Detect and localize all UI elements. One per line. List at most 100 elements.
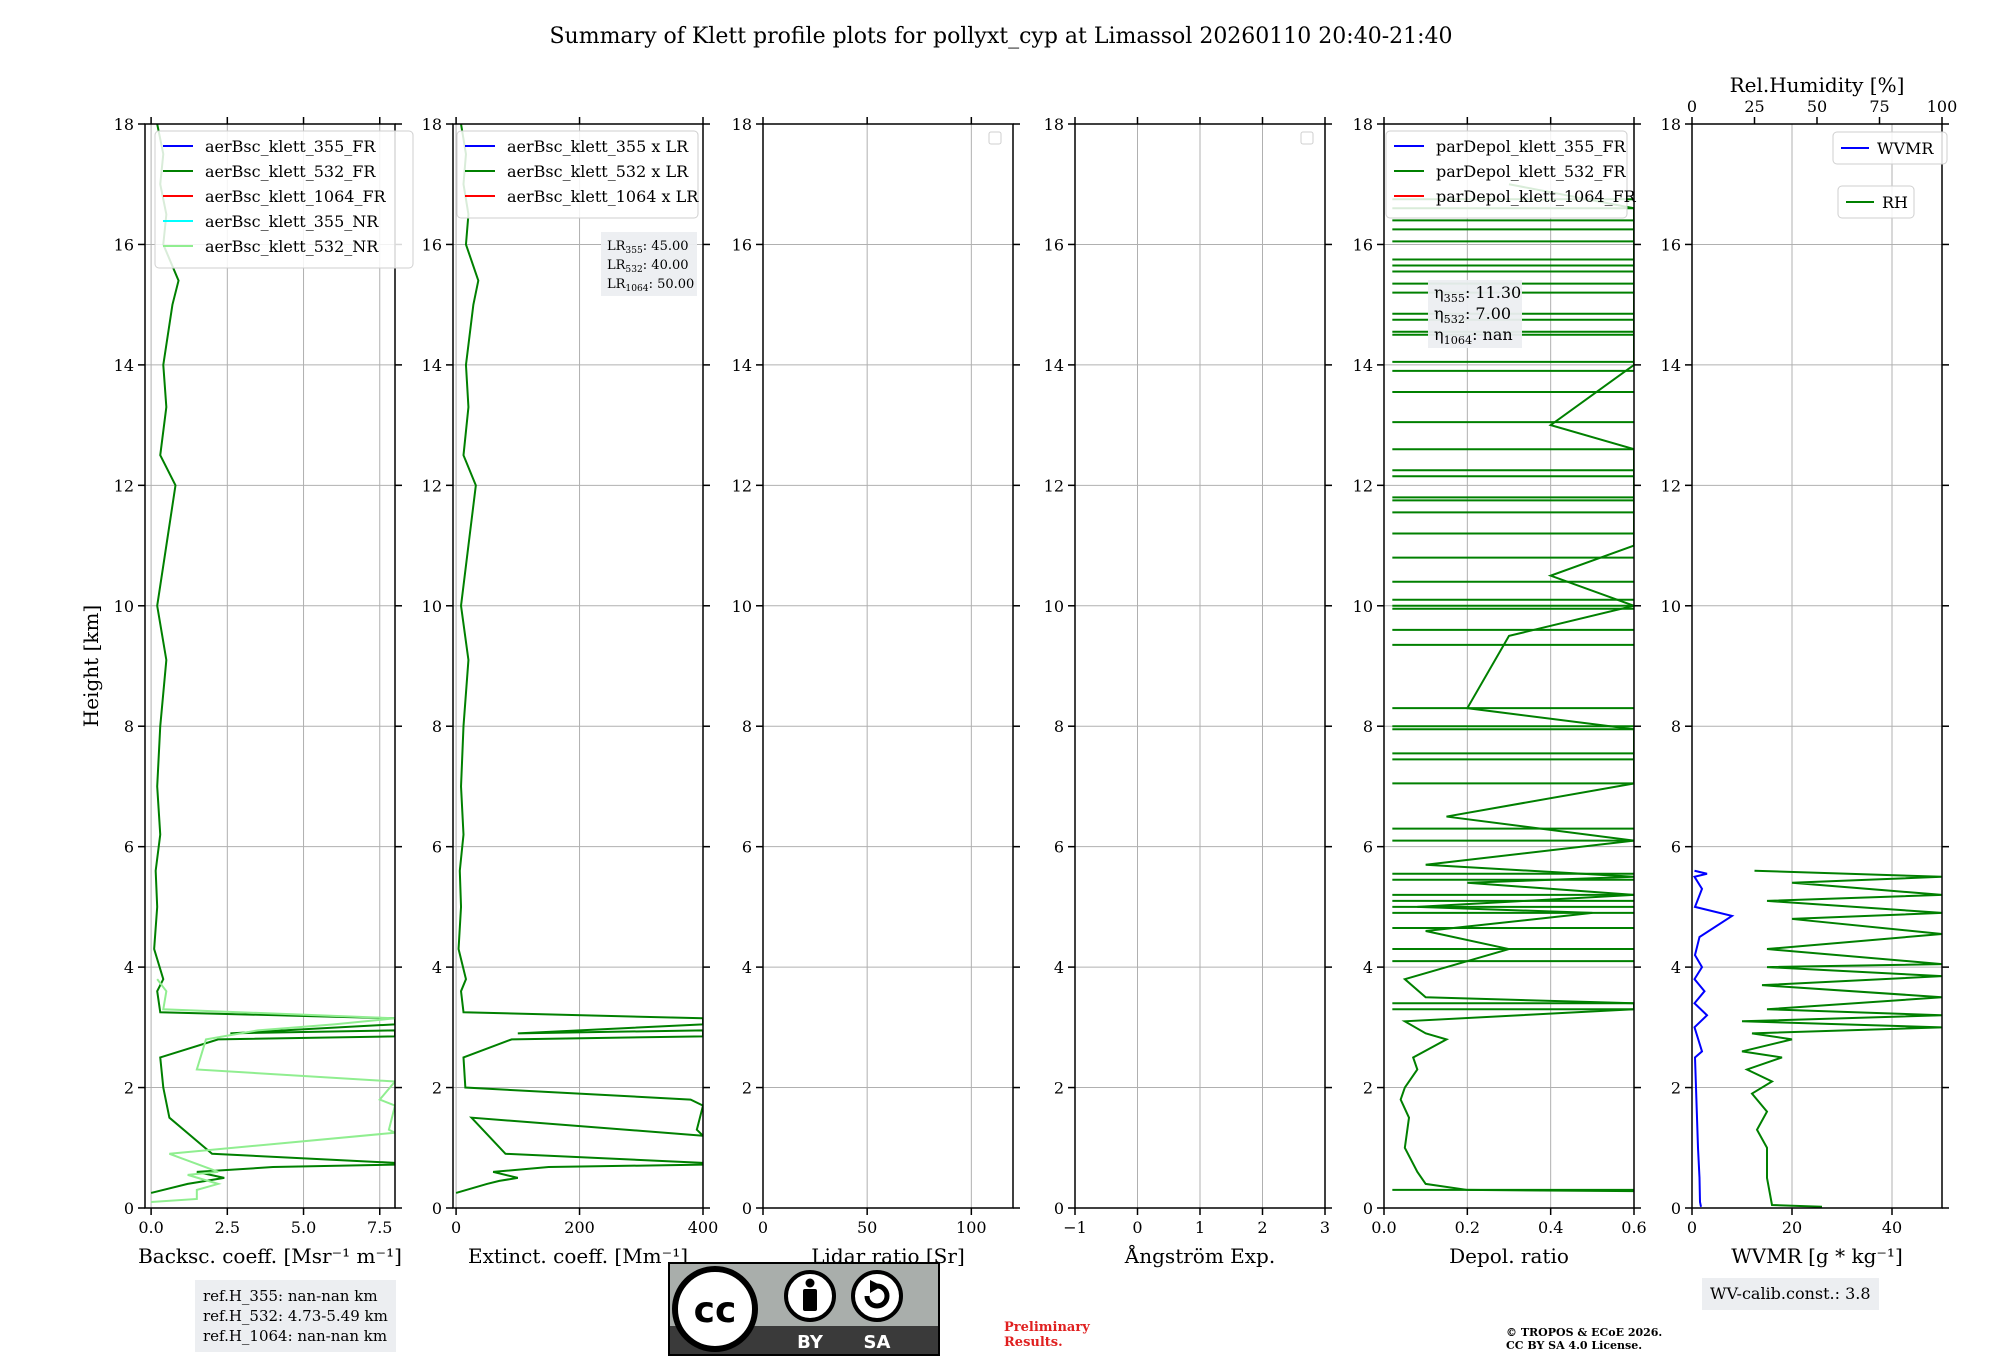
ytick-label: 18	[114, 115, 134, 134]
xtick-label: 0	[1687, 1218, 1697, 1237]
ytick-label: 2	[742, 1079, 752, 1098]
x-axis-label: Ångström Exp.	[1124, 1243, 1275, 1268]
xtick-label: 3	[1320, 1218, 1330, 1237]
ytick-label: 16	[422, 235, 442, 254]
ytick-label: 12	[1353, 476, 1373, 495]
preliminary-line-1: Preliminary	[1004, 1320, 1090, 1335]
top-xtick-label: 75	[1869, 97, 1889, 116]
ytick-label: 6	[1363, 838, 1373, 857]
copyright-note: © TROPOS & ECoE 2026. CC BY SA 4.0 Licen…	[1506, 1326, 1662, 1352]
ytick-label: 14	[422, 356, 442, 375]
ytick-label: 12	[1661, 476, 1681, 495]
xtick-label: 0.6	[1621, 1218, 1646, 1237]
ytick-label: 10	[114, 597, 134, 616]
panel-5: 0 2 4 6 8 10 12 14 16 18 0.0 0.2 0.4 0.6 Depol. ratio p…	[1353, 115, 1647, 1268]
ytick-label: 18	[1661, 115, 1681, 134]
xtick-label: −1	[1063, 1218, 1087, 1237]
ytick-label: 6	[1671, 838, 1681, 857]
ref-height-355: ref.H_355: nan-nan km	[203, 1287, 378, 1305]
eta-box-bg	[1428, 280, 1522, 348]
xtick-label: 2	[1257, 1218, 1267, 1237]
ytick-label: 0	[124, 1199, 134, 1218]
lidar-ratio-box-bg	[601, 232, 697, 296]
x-axis-label: Depol. ratio	[1449, 1244, 1569, 1268]
ytick-label: 4	[742, 958, 752, 977]
ytick-label: 8	[124, 717, 134, 736]
ytick-label: 16	[1353, 235, 1373, 254]
ytick-label: 14	[1661, 356, 1681, 375]
legend-label: aerBsc_klett_532_NR	[205, 237, 379, 256]
ytick-label: 8	[1671, 717, 1681, 736]
xtick-label: 50	[857, 1218, 877, 1237]
cc-license-icon: cc BY SA	[670, 1266, 938, 1354]
legend-box	[1837, 185, 1915, 219]
ytick-label: 16	[1044, 235, 1064, 254]
wv-calibration-box: WV-calib.const.: 3.8	[1702, 1278, 1879, 1310]
top-xtick-label: 25	[1744, 97, 1764, 116]
preliminary-results-note: Preliminary Results.	[1004, 1320, 1090, 1350]
xtick-label: 400	[688, 1218, 719, 1237]
ytick-label: 2	[432, 1079, 442, 1098]
ytick-label: 18	[732, 115, 752, 134]
legend-label: aerBsc_klett_1064 x LR	[507, 187, 699, 206]
ytick-label: 14	[1044, 356, 1064, 375]
xtick-label: 0	[451, 1218, 461, 1237]
ytick-label: 4	[124, 958, 134, 977]
series-RH	[1741, 869, 1942, 1208]
eta-box-line: η1064: nan	[1434, 325, 1513, 347]
empty-legend-box	[1300, 131, 1314, 145]
empty-legend-box	[988, 131, 1002, 145]
lidar-ratio-box: LR355: 45.00 LR532: 40.00 LR1064: 50.00	[601, 232, 697, 296]
panel-frame	[144, 123, 396, 1209]
legend-label: aerBsc_klett_1064_FR	[205, 187, 387, 206]
panel-1: 0 2 4 6 8 10 12 14 16 18 0.0 2.5 5.0 7.5 Backsc. coeff…	[79, 115, 414, 1268]
top-xtick-label: 100	[1927, 97, 1958, 116]
top-xtick-label: 50	[1807, 97, 1827, 116]
legend-box	[1832, 131, 1948, 165]
ytick-label: 0	[432, 1199, 442, 1218]
ytick-label: 12	[732, 476, 752, 495]
xtick-label: 0.2	[1455, 1218, 1480, 1237]
y-axis-label: Height [km]	[79, 605, 103, 727]
cc-sa-label: SA	[864, 1332, 891, 1353]
xtick-label: 0	[1132, 1218, 1142, 1237]
ytick-label: 12	[422, 476, 442, 495]
ref-height-1064: ref.H_1064: nan-nan km	[203, 1327, 388, 1345]
series-aerBsc_klett_532_FR	[150, 124, 395, 1194]
ytick-label: 8	[1054, 717, 1064, 736]
ytick-label: 8	[1363, 717, 1373, 736]
legend-label: aerBsc_klett_355 x LR	[507, 137, 689, 156]
ytick-label: 10	[1353, 597, 1373, 616]
legend-label: aerBsc_klett_355_NR	[205, 212, 379, 231]
cc-by-label: BY	[797, 1332, 824, 1353]
ytick-label: 6	[124, 838, 134, 857]
panel-frame	[452, 123, 704, 1209]
legend-box	[154, 130, 414, 269]
ytick-label: 12	[114, 476, 134, 495]
panel-frame	[762, 123, 1014, 1209]
panel-frame	[1383, 123, 1635, 1209]
ytick-label: 4	[1363, 958, 1373, 977]
xtick-label: 2.5	[215, 1218, 240, 1237]
xtick-label: 0.0	[138, 1218, 163, 1237]
ytick-label: 10	[1044, 597, 1064, 616]
ytick-label: 10	[732, 597, 752, 616]
panel-6: 0 2 4 6 8 10 12 14 16 18 0 20 40 0 25 50 75 100 Rel.Humidi…	[1661, 73, 1958, 1268]
copyright-line-1: © TROPOS & ECoE 2026.	[1506, 1326, 1663, 1339]
series-aerBsc_klett_532_NR	[151, 978, 395, 1203]
eta-box-line: η355: 11.30	[1434, 283, 1521, 305]
lidar-ratio-box-line: LR532: 40.00	[607, 258, 689, 275]
legend-label: aerBsc_klett_532 x LR	[507, 162, 689, 181]
legend-label: RH	[1882, 193, 1908, 212]
ytick-label: 0	[1363, 1199, 1373, 1218]
xtick-label: 0	[758, 1218, 768, 1237]
reference-height-box: ref.H_355: nan-nan km ref.H_532: 4.73-5.…	[195, 1280, 396, 1352]
cc-license-badge: cc BY SA	[668, 1262, 940, 1356]
panel-frame	[1691, 123, 1943, 1209]
xtick-label: 200	[564, 1218, 595, 1237]
